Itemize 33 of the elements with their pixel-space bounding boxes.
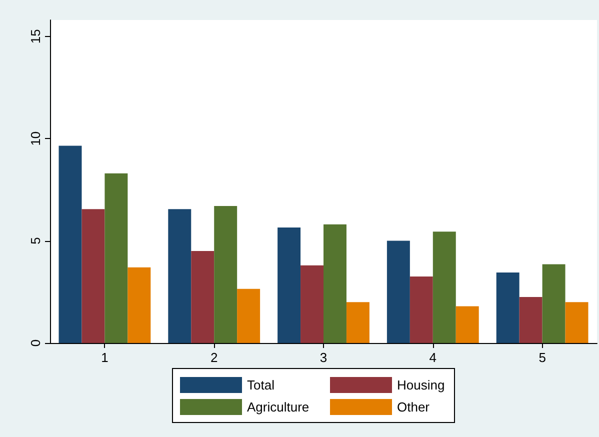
x-tick-label: 3 (320, 350, 328, 365)
bar (346, 302, 370, 343)
y-tick-label: 15 (28, 29, 43, 44)
legend-label: Other (397, 400, 430, 414)
y-tick-label: 10 (28, 131, 43, 146)
bar (324, 224, 346, 343)
x-tick-label: 4 (429, 350, 437, 365)
bar (214, 206, 238, 343)
bar (58, 146, 82, 343)
bar (565, 302, 588, 343)
bar (128, 267, 151, 343)
bar (300, 265, 324, 343)
bar (432, 232, 456, 343)
bar (237, 288, 260, 343)
bar (519, 297, 542, 343)
bar (410, 276, 433, 343)
bar (542, 264, 566, 343)
bar (82, 209, 105, 343)
bar (386, 240, 410, 343)
bar (104, 173, 128, 343)
x-tick-label: 2 (210, 350, 218, 365)
bar (191, 251, 214, 343)
bar (456, 306, 479, 343)
y-tick-label: 5 (28, 237, 43, 244)
x-tick-label: 5 (538, 350, 546, 365)
bar (278, 227, 301, 343)
y-tick-label: 0 (28, 339, 43, 347)
x-tick-label: 1 (101, 350, 108, 365)
bar (496, 272, 520, 343)
legend-label: Housing (397, 378, 445, 392)
legend-label: Total (247, 378, 275, 392)
legend-label: Agriculture (247, 400, 310, 414)
bar (168, 209, 192, 343)
